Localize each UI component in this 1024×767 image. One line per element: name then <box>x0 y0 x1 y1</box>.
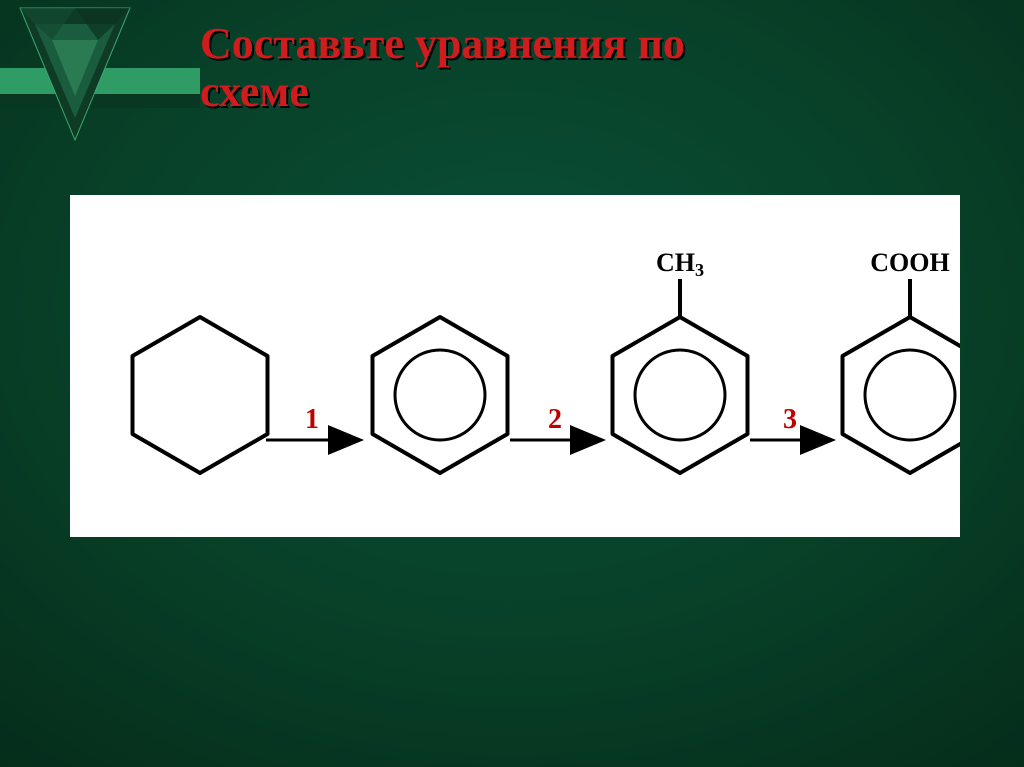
slide-title: Составьте уравнения по схеме <box>200 20 984 117</box>
substituent-label: CH3 <box>656 248 704 280</box>
molecule-3: COOH <box>843 248 961 473</box>
substituent-label: COOH <box>870 248 949 277</box>
arrow-label: 3 <box>783 404 797 435</box>
title-line-2: схеме <box>200 68 984 116</box>
arrow-label: 2 <box>548 404 562 435</box>
arrow-label: 1 <box>305 404 319 435</box>
aromatic-circle <box>865 350 955 440</box>
aromatic-circle <box>395 350 485 440</box>
reaction-svg: CH3 COOH 1 2 3 <box>70 195 960 537</box>
corner-logo <box>0 0 200 160</box>
reaction-arrow-0: 1 <box>266 404 358 440</box>
reaction-diagram: CH3 COOH 1 2 3 <box>70 195 960 537</box>
molecule-1 <box>373 317 508 473</box>
reaction-arrow-1: 2 <box>510 404 600 440</box>
reaction-arrow-2: 3 <box>750 404 830 440</box>
slide-root: Составьте уравнения по схеме CH3 COOH 1 2 3 <box>0 0 1024 767</box>
hexagon-ring <box>373 317 508 473</box>
hexagon-ring <box>133 317 268 473</box>
aromatic-circle <box>635 350 725 440</box>
hexagon-ring <box>613 317 748 473</box>
title-line-1: Составьте уравнения по <box>200 20 984 68</box>
molecule-0 <box>133 317 268 473</box>
molecule-2: CH3 <box>613 248 748 473</box>
hexagon-ring <box>843 317 961 473</box>
logo-bar-shadow <box>0 94 200 108</box>
